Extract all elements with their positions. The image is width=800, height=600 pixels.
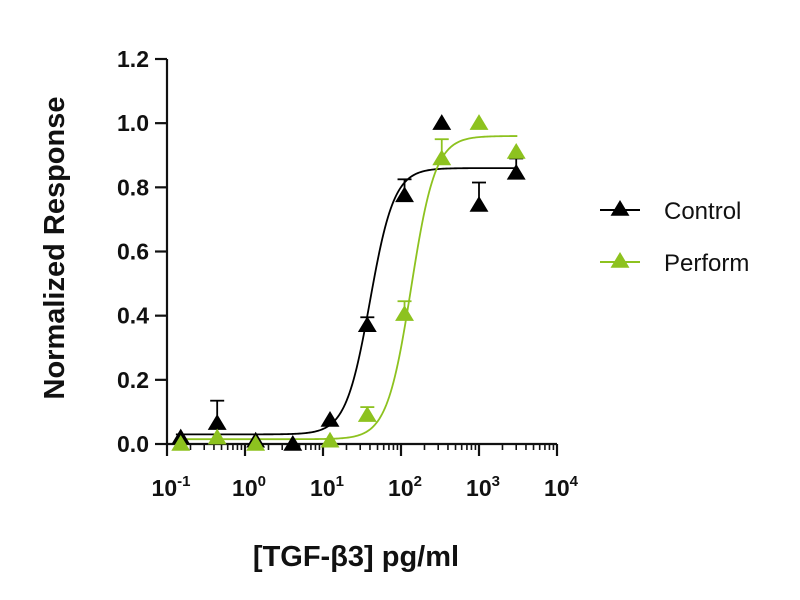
data-point-perform [320, 431, 340, 448]
data-point-control [283, 435, 303, 451]
plot-axes [155, 57, 559, 456]
x-tick-label: 104 [544, 473, 579, 501]
legend-marker-control [610, 200, 630, 216]
data-point-perform [395, 305, 414, 321]
data-point-control [432, 114, 452, 130]
y-tick-label: 0.8 [117, 174, 149, 200]
error-bars [210, 138, 524, 424]
x-tick-label: 100 [232, 473, 266, 501]
y-tick-label: 1.0 [117, 110, 149, 136]
fit-curves [175, 135, 518, 441]
legend-label-control: Control [664, 198, 741, 225]
y-tick-label: 0.2 [117, 367, 149, 393]
legend-item-perform: Perform [600, 250, 749, 277]
data-points [171, 114, 526, 451]
data-point-perform [357, 406, 377, 422]
legend-marker-perform [610, 252, 630, 268]
x-tick-label: 101 [310, 473, 344, 501]
data-point-control [357, 316, 377, 333]
data-point-perform [246, 435, 266, 451]
fit-curve-perform [175, 135, 518, 441]
y-axis-title: Normalized Response [39, 97, 71, 400]
y-tick-label: 0.6 [117, 239, 149, 265]
legend-item-control: Control [600, 198, 741, 225]
data-point-control [506, 163, 526, 180]
x-axis-title: [TGF-β3] pg/ml [253, 541, 459, 573]
x-tick-label: 103 [466, 473, 500, 501]
y-tick-label: 0.4 [117, 303, 149, 329]
data-point-control [395, 186, 414, 203]
data-point-control [320, 410, 340, 427]
legend-label-perform: Perform [664, 250, 749, 277]
data-point-perform [469, 114, 489, 130]
y-tick-label: 1.2 [117, 46, 149, 72]
data-point-perform [171, 435, 191, 451]
y-tick-label: 0.0 [117, 431, 149, 457]
data-point-control [469, 195, 489, 212]
data-point-control [207, 414, 227, 430]
tick-labels: 0.0 0.2 0.4 0.6 0.8 1.0 1.2 10-1 100 101 102 103 104 [117, 46, 579, 501]
fit-curve-control [175, 167, 518, 436]
x-tick-label: 102 [388, 473, 422, 501]
data-point-perform [506, 143, 526, 159]
data-point-perform [432, 149, 452, 166]
x-tick-label: 10-1 [152, 473, 191, 501]
data-point-perform [207, 428, 227, 445]
legend: Control Perform [600, 198, 749, 277]
